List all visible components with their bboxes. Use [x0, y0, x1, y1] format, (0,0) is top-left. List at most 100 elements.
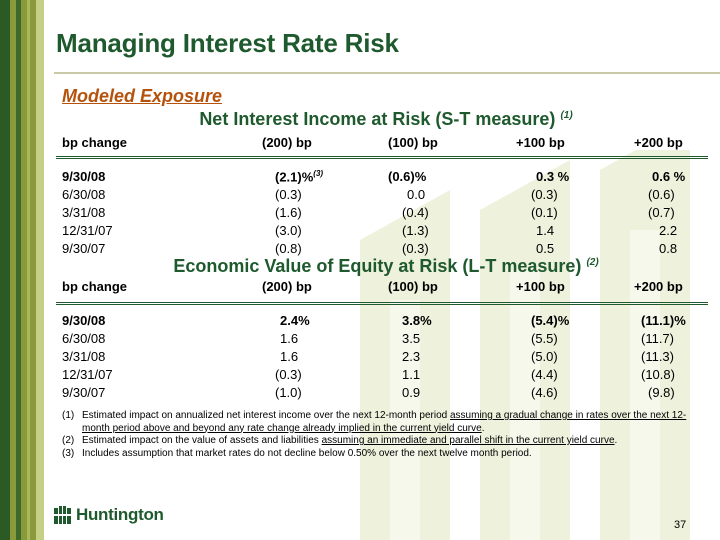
table-row: 9/30/08 2.4% 3.8% (5.4)% (11.1)%: [62, 313, 692, 331]
value-text: (2.1)%: [275, 169, 314, 185]
value-cell: (3.0): [275, 223, 302, 238]
value-cell: (0.3): [275, 367, 302, 382]
logo-text: Huntington: [76, 505, 164, 524]
table-row: 3/31/08 (1.6) (0.4) (0.1) (0.7): [62, 205, 692, 223]
value-cell: 0.3 %: [536, 169, 570, 184]
title-divider: [54, 72, 720, 74]
value-cell: (0.8): [275, 241, 302, 256]
table-row: 9/30/07 (0.8) (0.3) 0.5 0.8: [62, 241, 692, 259]
section2-divider: [56, 302, 708, 305]
date-cell: 3/31/08: [62, 205, 106, 220]
footnote-text-end: .: [614, 435, 618, 446]
footnote-text: Includes assumption that market rates do…: [82, 447, 532, 459]
value-cell: (1.0): [275, 385, 302, 400]
value-cell: (1.3): [402, 223, 429, 238]
table-row: 6/30/08 (0.3) 0.0 (0.3) (0.6): [62, 187, 692, 205]
footnote-text: Estimated impact on the value of assets …: [82, 435, 322, 446]
value-cell: (0.4): [402, 205, 429, 220]
footnote-text-end: .: [481, 422, 485, 434]
value-cell: 3.8%: [402, 313, 432, 328]
value-cell: (5.5): [531, 331, 558, 346]
value-cell: (4.6): [531, 385, 558, 400]
date-cell: 12/31/07: [62, 367, 113, 382]
footnote: (3) Includes assumption that market rates…: [62, 448, 712, 461]
footnote-number: (3): [62, 447, 75, 459]
footnote-text: Estimated impact on annualized net inter…: [82, 410, 450, 421]
page-title: Managing Interest Rate Risk: [56, 28, 399, 58]
table-row: 3/31/08 1.6 2.3 (5.0) (11.3): [62, 349, 692, 367]
section1-heading: Net Interest Income at Risk (S-T measure…: [62, 109, 710, 130]
section2-heading-text: Economic Value of Equity at Risk (L-T me…: [173, 256, 582, 276]
left-decorative-bar: [0, 0, 44, 540]
footnote: (1) Estimated impact on annualized net in…: [62, 410, 712, 435]
value-cell: 1.1: [402, 367, 421, 382]
value-cell: (0.3): [275, 187, 302, 202]
footnotes: (1) Estimated impact on annualized net in…: [62, 410, 712, 460]
value-cell: (0.3): [402, 241, 429, 256]
date-cell: 9/30/08: [62, 169, 106, 184]
footnote-underlined-text: assuming an immediate and parallel shift…: [321, 435, 615, 446]
value-cell: (2.1)%(3): [275, 169, 323, 184]
section2-header-row: bp change (200) bp (100) bp +100 bp +200…: [62, 279, 692, 297]
value-cell: (11.1)%: [641, 313, 686, 328]
column-header: +200 bp: [634, 279, 683, 294]
section2-heading-note: (2): [586, 257, 599, 268]
column-header: (200) bp: [262, 135, 312, 150]
table-row: 12/31/07 (3.0) (1.3) 1.4 2.2: [62, 223, 692, 241]
footnote-number: (1): [62, 410, 75, 421]
value-cell: 1.6: [280, 349, 299, 364]
section1-header-row: bp change (200) bp (100) bp +100 bp +200…: [62, 135, 692, 153]
value-cell: (11.7): [641, 331, 674, 346]
footnote-underlined-text: assuming a gradual change in rates over …: [82, 410, 687, 434]
value-cell: 0.6 %: [652, 169, 686, 184]
background-artwork: [360, 150, 690, 540]
value-cell: (1.6): [275, 205, 302, 220]
column-header: (100) bp: [388, 135, 438, 150]
table-row: 9/30/08 (2.1)%(3) (0.6)% 0.3 % 0.6 %: [62, 169, 692, 187]
value-cell: 0.9: [402, 385, 421, 400]
value-cell: (9.8): [648, 385, 675, 400]
section2-heading: Economic Value of Equity at Risk (L-T me…: [62, 256, 710, 277]
column-header: bp change: [62, 279, 128, 294]
section1-divider: [56, 156, 708, 159]
value-cell: (0.6): [648, 187, 675, 202]
date-cell: 3/31/08: [62, 349, 106, 364]
value-cell: (0.3): [531, 187, 558, 202]
logo-mark-icon: [54, 506, 71, 524]
footnote: (2) Estimated impact on the value of asse…: [62, 435, 712, 448]
section1-heading-text: Net Interest Income at Risk (S-T measure…: [199, 109, 556, 129]
date-cell: 9/30/08: [62, 313, 106, 328]
date-cell: 6/30/08: [62, 187, 106, 202]
date-cell: 9/30/07: [62, 241, 106, 256]
column-header: bp change: [62, 135, 128, 150]
value-cell: (5.0): [531, 349, 558, 364]
page-number: 37: [674, 519, 687, 531]
value-cell: (11.3): [641, 349, 674, 364]
column-header: +100 bp: [516, 135, 565, 150]
table-row: 6/30/08 1.6 3.5 (5.5) (11.7): [62, 331, 692, 349]
date-cell: 12/31/07: [62, 223, 113, 238]
value-cell: (0.6)%: [388, 169, 427, 184]
date-cell: 6/30/08: [62, 331, 106, 346]
value-cell: (0.7): [648, 205, 675, 220]
value-cell: 2.2: [659, 223, 678, 238]
section1-heading-note: (1): [560, 110, 573, 121]
value-cell: (5.4)%: [531, 313, 570, 328]
footnote-number: (2): [62, 435, 75, 446]
value-cell: 2.3: [402, 349, 421, 364]
value-cell: 2.4%: [280, 313, 310, 328]
subtitle: Modeled Exposure: [62, 86, 223, 106]
value-cell: (10.8): [641, 367, 675, 382]
column-header: (200) bp: [262, 279, 312, 294]
huntington-logo: Huntington: [54, 505, 164, 525]
value-cell: (0.1): [531, 205, 558, 220]
value-cell: (4.4): [531, 367, 558, 382]
date-cell: 9/30/07: [62, 385, 106, 400]
column-header: +100 bp: [516, 279, 565, 294]
table-row: 12/31/07 (0.3) 1.1 (4.4) (10.8): [62, 367, 692, 385]
column-header: +200 bp: [634, 135, 683, 150]
footnote-ref: (3): [313, 169, 324, 178]
value-cell: 0.8: [659, 241, 678, 256]
value-cell: 1.6: [280, 331, 299, 346]
column-header: (100) bp: [388, 279, 438, 294]
